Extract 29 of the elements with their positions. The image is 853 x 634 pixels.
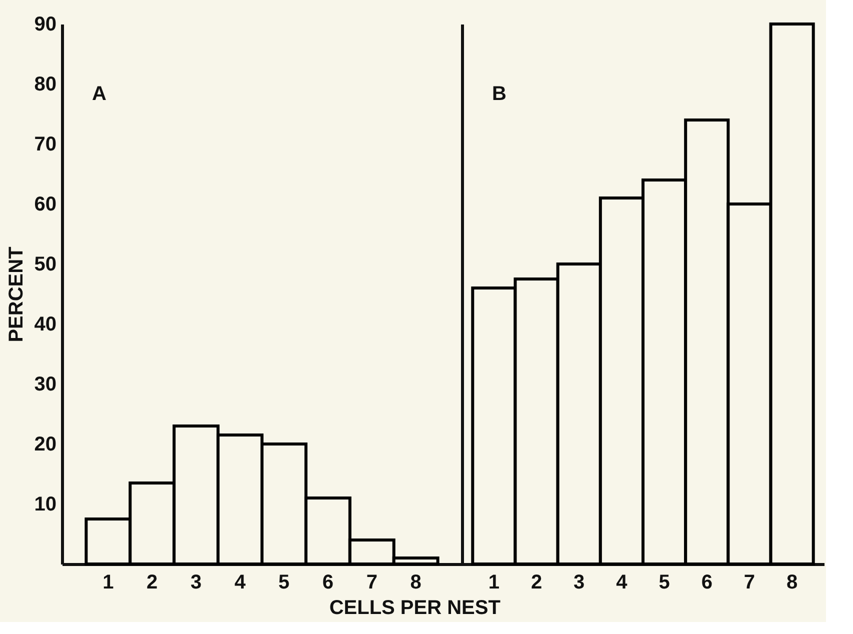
x-tick-label: 7 [366, 572, 378, 594]
y-tick-label: 80 [34, 74, 56, 96]
y-tick-label: 20 [34, 434, 56, 456]
x-tick-label: 3 [574, 572, 585, 594]
x-tick-label: 6 [322, 572, 334, 594]
annotation: A [92, 83, 106, 105]
x-tick-label: 4 [234, 572, 246, 594]
x-tick-label: 7 [744, 572, 756, 594]
x-tick-label: 8 [786, 572, 798, 594]
y-tick-label: 10 [34, 494, 56, 516]
x-tick-label: 8 [410, 572, 422, 594]
annotation: B [492, 83, 506, 105]
y-tick-label: 50 [34, 254, 56, 276]
x-axis-title: CELLS PER NEST [329, 597, 500, 619]
x-tick-label: 1 [488, 572, 500, 594]
y-axis-title: PERCENT [5, 246, 28, 342]
y-tick-label: 60 [34, 194, 56, 216]
y-tick-label: 90 [34, 14, 56, 36]
y-tick-label: 40 [34, 314, 56, 336]
x-tick-label: 2 [146, 572, 158, 594]
x-tick-label: 6 [701, 572, 712, 594]
x-tick-label: 4 [616, 572, 628, 594]
x-tick-label: 5 [658, 572, 670, 594]
x-tick-label: 1 [102, 572, 114, 594]
x-tick-label: 3 [190, 572, 202, 594]
y-tick-label: 30 [34, 374, 56, 396]
x-tick-label: 2 [530, 572, 542, 594]
y-tick-label: 70 [34, 134, 56, 156]
x-tick-label: 5 [278, 572, 290, 594]
